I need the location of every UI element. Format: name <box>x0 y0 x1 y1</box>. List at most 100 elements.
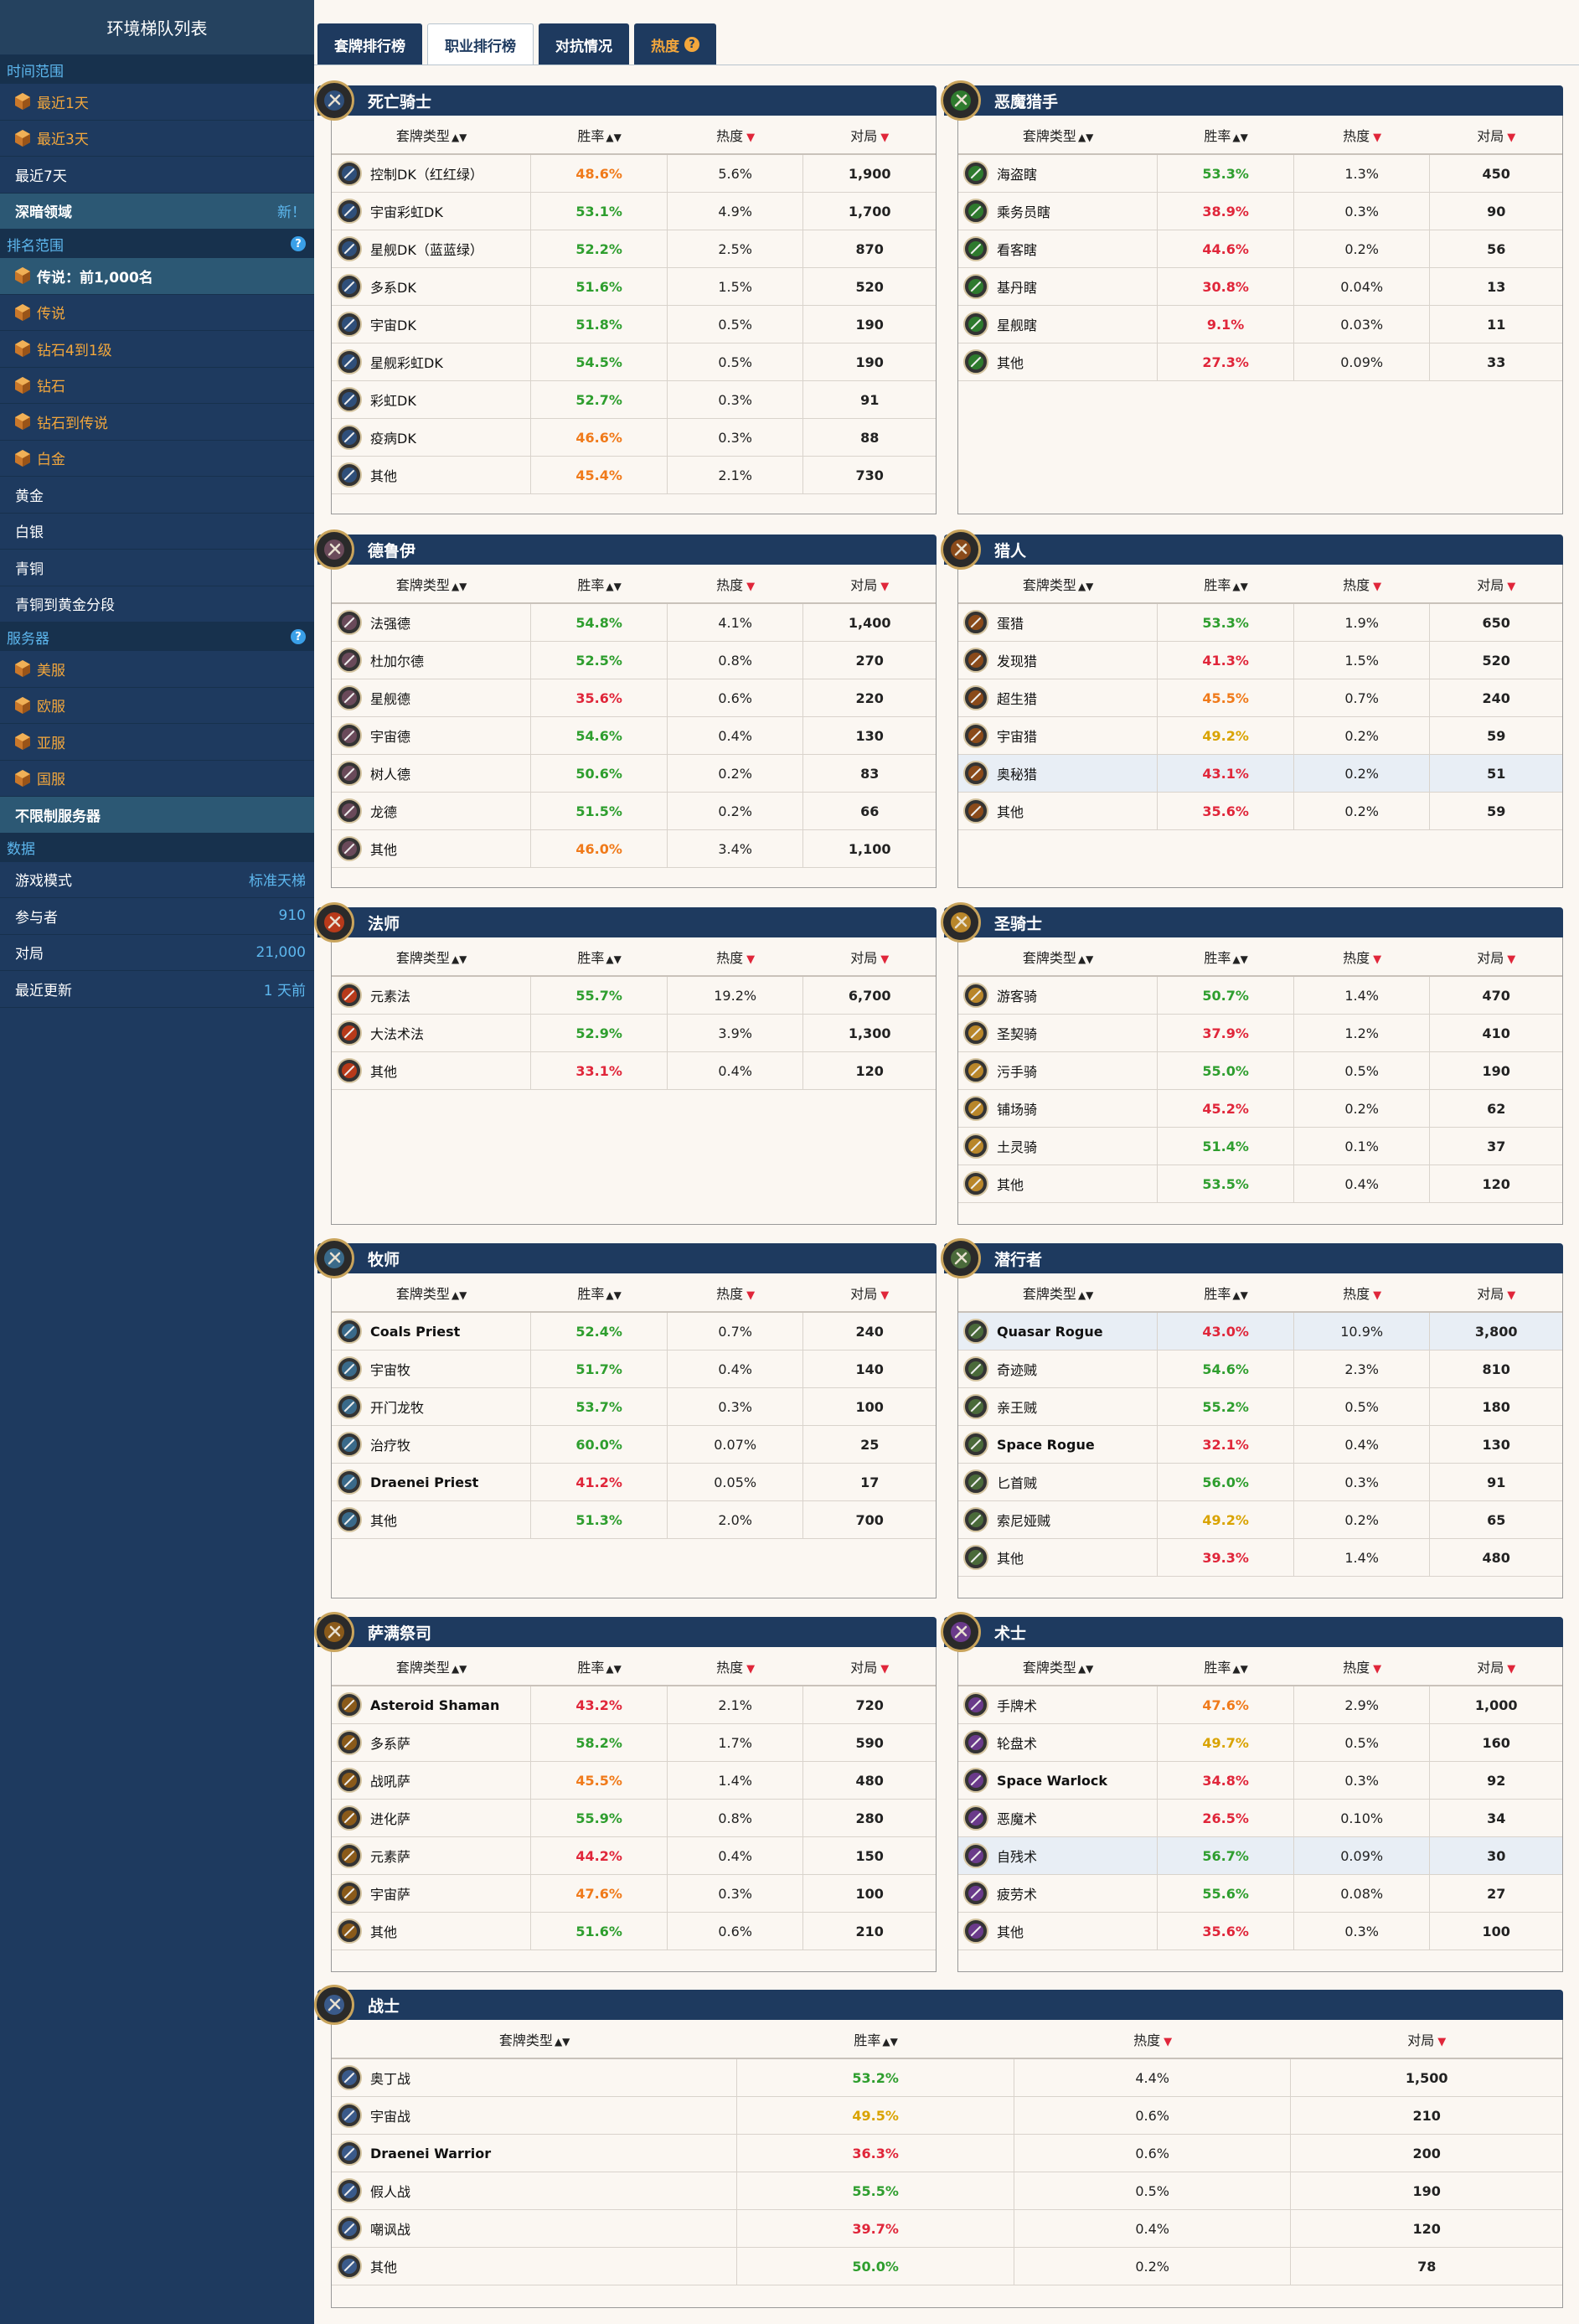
column-header-games[interactable]: 对局 ▼ <box>803 125 936 145</box>
column-header-games[interactable]: 对局 ▼ <box>1430 947 1562 967</box>
column-header-deck[interactable]: 套牌类型 ▲▼ <box>958 574 1158 594</box>
column-header-winrate[interactable]: 胜率 ▲▼ <box>1158 947 1294 967</box>
tab-0[interactable]: 套牌排行榜 <box>317 23 422 65</box>
column-header-deck[interactable]: 套牌类型 ▲▼ <box>958 947 1158 967</box>
column-header-games[interactable]: 对局 ▼ <box>803 947 936 967</box>
table-row[interactable]: 进化萨 55.9% 0.8% 280 <box>332 1800 936 1837</box>
table-row[interactable]: 多系DK 51.6% 1.5% 520 <box>332 268 936 306</box>
server-item[interactable]: 美服 <box>0 651 314 688</box>
column-header-games[interactable]: 对局 ▼ <box>1291 2029 1562 2049</box>
table-row[interactable]: 其他 46.0% 3.4% 1,100 <box>332 830 936 868</box>
table-row[interactable]: 开门龙牧 53.7% 0.3% 100 <box>332 1388 936 1426</box>
column-header-popularity[interactable]: 热度 ▼ <box>1294 947 1431 967</box>
table-row[interactable]: 星舰彩虹DK 54.5% 0.5% 190 <box>332 343 936 381</box>
column-header-games[interactable]: 对局 ▼ <box>1430 1656 1562 1676</box>
column-header-games[interactable]: 对局 ▼ <box>1430 574 1562 594</box>
table-row[interactable]: 看客瞎 44.6% 0.2% 56 <box>958 230 1562 268</box>
table-row[interactable]: Quasar Rogue 43.0% 10.9% 3,800 <box>958 1313 1562 1351</box>
rank-range-item[interactable]: 白银 <box>0 513 314 550</box>
table-row[interactable]: 杜加尔德 52.5% 0.8% 270 <box>332 642 936 679</box>
rank-range-item[interactable]: 青铜到黄金分段 <box>0 586 314 622</box>
rank-range-item[interactable]: 钻石4到1级 <box>0 331 314 368</box>
table-row[interactable]: 海盗瞎 53.3% 1.3% 450 <box>958 155 1562 193</box>
table-row[interactable]: 宇宙DK 51.8% 0.5% 190 <box>332 306 936 343</box>
table-row[interactable]: 恶魔术 26.5% 0.10% 34 <box>958 1800 1562 1837</box>
table-row[interactable]: 乘务员瞎 38.9% 0.3% 90 <box>958 193 1562 230</box>
table-row[interactable]: 其他 53.5% 0.4% 120 <box>958 1165 1562 1203</box>
table-row[interactable]: 其他 50.0% 0.2% 78 <box>332 2248 1562 2285</box>
table-row[interactable]: Coals Priest 52.4% 0.7% 240 <box>332 1313 936 1351</box>
table-row[interactable]: Draenei Warrior 36.3% 0.6% 200 <box>332 2135 1562 2172</box>
table-row[interactable]: 星舰DK（蓝蓝绿） 52.2% 2.5% 870 <box>332 230 936 268</box>
table-row[interactable]: 宇宙萨 47.6% 0.3% 100 <box>332 1875 936 1913</box>
rank-range-item[interactable]: 钻石 <box>0 367 314 404</box>
table-row[interactable]: 蛋猎 53.3% 1.9% 650 <box>958 604 1562 642</box>
tab-1[interactable]: 职业排行榜 <box>427 23 534 65</box>
rank-range-item[interactable]: 青铜 <box>0 550 314 586</box>
column-header-popularity[interactable]: 热度 ▼ <box>1294 1656 1431 1676</box>
column-header-popularity[interactable]: 热度 ▼ <box>1294 574 1431 594</box>
column-header-winrate[interactable]: 胜率 ▲▼ <box>531 125 668 145</box>
table-row[interactable]: 宇宙猎 49.2% 0.2% 59 <box>958 717 1562 755</box>
table-row[interactable]: 奇迹贼 54.6% 2.3% 810 <box>958 1351 1562 1388</box>
column-header-winrate[interactable]: 胜率 ▲▼ <box>1158 1283 1294 1303</box>
table-row[interactable]: 奥丁战 53.2% 4.4% 1,500 <box>332 2059 1562 2097</box>
table-row[interactable]: 星舰德 35.6% 0.6% 220 <box>332 679 936 717</box>
server-item[interactable]: 欧服 <box>0 687 314 724</box>
table-row[interactable]: 其他 35.6% 0.2% 59 <box>958 793 1562 830</box>
time-range-item[interactable]: 最近1天 <box>0 84 314 121</box>
table-row[interactable]: 元素法 55.7% 19.2% 6,700 <box>332 977 936 1015</box>
table-row[interactable]: 树人德 50.6% 0.2% 83 <box>332 755 936 793</box>
table-row[interactable]: 铺场骑 45.2% 0.2% 62 <box>958 1090 1562 1128</box>
table-row[interactable]: 奥秘猎 43.1% 0.2% 51 <box>958 755 1562 793</box>
column-header-popularity[interactable]: 热度 ▼ <box>668 947 804 967</box>
table-row[interactable]: 基丹瞎 30.8% 0.04% 13 <box>958 268 1562 306</box>
table-row[interactable]: 游客骑 50.7% 1.4% 470 <box>958 977 1562 1015</box>
table-row[interactable]: 战吼萨 45.5% 1.4% 480 <box>332 1762 936 1800</box>
table-row[interactable]: 索尼娅贼 49.2% 0.2% 65 <box>958 1501 1562 1539</box>
table-row[interactable]: 其他 33.1% 0.4% 120 <box>332 1052 936 1090</box>
column-header-popularity[interactable]: 热度 ▼ <box>668 1283 804 1303</box>
table-row[interactable]: 其他 45.4% 2.1% 730 <box>332 457 936 494</box>
rank-range-item[interactable]: 黄金 <box>0 477 314 514</box>
table-row[interactable]: 土灵骑 51.4% 0.1% 37 <box>958 1128 1562 1165</box>
no-server-limit-item[interactable]: 不限制服务器 <box>0 797 314 834</box>
table-row[interactable]: 治疗牧 60.0% 0.07% 25 <box>332 1426 936 1464</box>
column-header-winrate[interactable]: 胜率 ▲▼ <box>531 1656 668 1676</box>
column-header-deck[interactable]: 套牌类型 ▲▼ <box>958 125 1158 145</box>
column-header-winrate[interactable]: 胜率 ▲▼ <box>531 1283 668 1303</box>
table-row[interactable]: 疲劳术 55.6% 0.08% 27 <box>958 1875 1562 1913</box>
tab-2[interactable]: 对抗情况 <box>539 23 629 65</box>
column-header-games[interactable]: 对局 ▼ <box>803 1656 936 1676</box>
column-header-deck[interactable]: 套牌类型 ▲▼ <box>332 2029 737 2049</box>
column-header-games[interactable]: 对局 ▼ <box>803 1283 936 1303</box>
rank-range-item[interactable]: 传说 <box>0 294 314 331</box>
column-header-deck[interactable]: 套牌类型 ▲▼ <box>958 1283 1158 1303</box>
table-row[interactable]: 彩虹DK 52.7% 0.3% 91 <box>332 381 936 419</box>
table-row[interactable]: 控制DK（红红绿） 48.6% 5.6% 1,900 <box>332 155 936 193</box>
table-row[interactable]: 宇宙彩虹DK 53.1% 4.9% 1,700 <box>332 193 936 230</box>
column-header-popularity[interactable]: 热度 ▼ <box>668 125 804 145</box>
column-header-popularity[interactable]: 热度 ▼ <box>1294 125 1431 145</box>
server-item[interactable]: 亚服 <box>0 724 314 761</box>
help-icon[interactable]: ? <box>684 37 699 52</box>
column-header-deck[interactable]: 套牌类型 ▲▼ <box>332 125 531 145</box>
table-row[interactable]: 自残术 56.7% 0.09% 30 <box>958 1837 1562 1875</box>
column-header-games[interactable]: 对局 ▼ <box>1430 1283 1562 1303</box>
table-row[interactable]: Asteroid Shaman 43.2% 2.1% 720 <box>332 1686 936 1724</box>
time-range-item[interactable]: 最近7天 <box>0 157 314 194</box>
column-header-winrate[interactable]: 胜率 ▲▼ <box>1158 125 1294 145</box>
table-row[interactable]: Draenei Priest 41.2% 0.05% 17 <box>332 1464 936 1501</box>
table-row[interactable]: 宇宙德 54.6% 0.4% 130 <box>332 717 936 755</box>
table-row[interactable]: 星舰瞎 9.1% 0.03% 11 <box>958 306 1562 343</box>
column-header-popularity[interactable]: 热度 ▼ <box>1294 1283 1431 1303</box>
table-row[interactable]: 元素萨 44.2% 0.4% 150 <box>332 1837 936 1875</box>
column-header-deck[interactable]: 套牌类型 ▲▼ <box>332 947 531 967</box>
table-row[interactable]: 其他 51.6% 0.6% 210 <box>332 1913 936 1950</box>
table-row[interactable]: 宇宙牧 51.7% 0.4% 140 <box>332 1351 936 1388</box>
table-row[interactable]: 大法术法 52.9% 3.9% 1,300 <box>332 1015 936 1052</box>
table-row[interactable]: Space Rogue 32.1% 0.4% 130 <box>958 1426 1562 1464</box>
help-icon[interactable]: ? <box>291 629 306 644</box>
table-row[interactable]: 其他 39.3% 1.4% 480 <box>958 1539 1562 1577</box>
table-row[interactable]: Space Warlock 34.8% 0.3% 92 <box>958 1762 1562 1800</box>
